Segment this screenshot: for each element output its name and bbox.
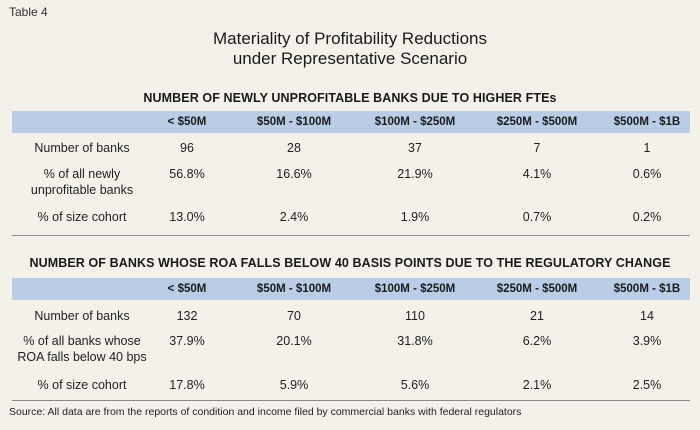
- header-50m-100m: $50M - $100M: [256, 283, 332, 295]
- row-label: % of size cohort: [37, 210, 127, 224]
- cell-value: 13.0%: [169, 210, 205, 224]
- title-line-1: Materiality of Profitability Reductions: [212, 29, 487, 48]
- cell-value: 21.9%: [397, 167, 433, 181]
- section-divider: [12, 235, 690, 236]
- row-label-line-2: ROA falls below 40 bps: [17, 350, 147, 364]
- cell-value: 3.9%: [632, 334, 662, 348]
- cell-value: 28: [287, 141, 301, 155]
- cell-value: 20.1%: [276, 334, 312, 348]
- row-label: Number of banks: [34, 141, 130, 155]
- cell-value: 56.8%: [169, 167, 205, 181]
- cell-value: 37: [408, 141, 422, 155]
- cell-value: 96: [180, 141, 194, 155]
- row-label: Number of banks: [34, 309, 130, 323]
- header-lt-50m: < $50M: [167, 116, 207, 128]
- cell-value: 132: [176, 309, 198, 323]
- row-label-line-2: unprofitable banks: [30, 183, 134, 197]
- cell-value: 2.1%: [522, 378, 552, 392]
- section-2-title: NUMBER OF BANKS WHOSE ROA FALLS BELOW 40…: [29, 256, 671, 270]
- cell-value: 1: [643, 141, 651, 155]
- header-lt-50m: < $50M: [167, 283, 207, 295]
- cell-value: 70: [287, 309, 301, 323]
- row-label-line-1: % of all newly: [43, 167, 121, 181]
- cell-value: 21: [530, 309, 544, 323]
- header-50m-100m: $50M - $100M: [256, 116, 332, 128]
- header-100m-250m: $100M - $250M: [374, 283, 456, 295]
- cell-value: 0.2%: [632, 210, 662, 224]
- header-100m-250m: $100M - $250M: [374, 116, 456, 128]
- section-1-header-row: < $50M $50M - $100M $100M - $250M $250M …: [12, 111, 690, 133]
- cell-value: 17.8%: [169, 378, 205, 392]
- table-title: Materiality of Profitability Reductions …: [0, 29, 700, 69]
- cell-value: 1.9%: [400, 210, 430, 224]
- header-250m-500m: $250M - $500M: [496, 283, 578, 295]
- cell-value: 14: [640, 309, 654, 323]
- cell-value: 5.6%: [400, 378, 430, 392]
- header-500m-1b: $500M - $1B: [613, 283, 681, 295]
- table-label: Table 4: [9, 5, 48, 19]
- cell-value: 6.2%: [522, 334, 552, 348]
- row-label-line-1: % of all banks whose: [23, 334, 141, 348]
- section-2-header-row: < $50M $50M - $100M $100M - $250M $250M …: [12, 278, 690, 300]
- cell-value: 5.9%: [279, 378, 309, 392]
- footer-divider: [12, 400, 690, 401]
- cell-value: 37.9%: [169, 334, 205, 348]
- header-250m-500m: $250M - $500M: [496, 116, 578, 128]
- row-label: % of size cohort: [37, 378, 127, 392]
- section-1-title: NUMBER OF NEWLY UNPROFITABLE BANKS DUE T…: [143, 91, 557, 105]
- cell-value: 31.8%: [397, 334, 433, 348]
- cell-value: 110: [405, 309, 425, 323]
- cell-value: 2.4%: [279, 210, 309, 224]
- source-note: Source: All data are from the reports of…: [9, 406, 522, 418]
- cell-value: 7: [533, 141, 541, 155]
- cell-value: 0.6%: [632, 167, 662, 181]
- title-line-2: under Representative Scenario: [232, 49, 468, 68]
- cell-value: 2.5%: [632, 378, 662, 392]
- cell-value: 16.6%: [276, 167, 312, 181]
- cell-value: 0.7%: [522, 210, 552, 224]
- cell-value: 4.1%: [522, 167, 552, 181]
- header-500m-1b: $500M - $1B: [613, 116, 681, 128]
